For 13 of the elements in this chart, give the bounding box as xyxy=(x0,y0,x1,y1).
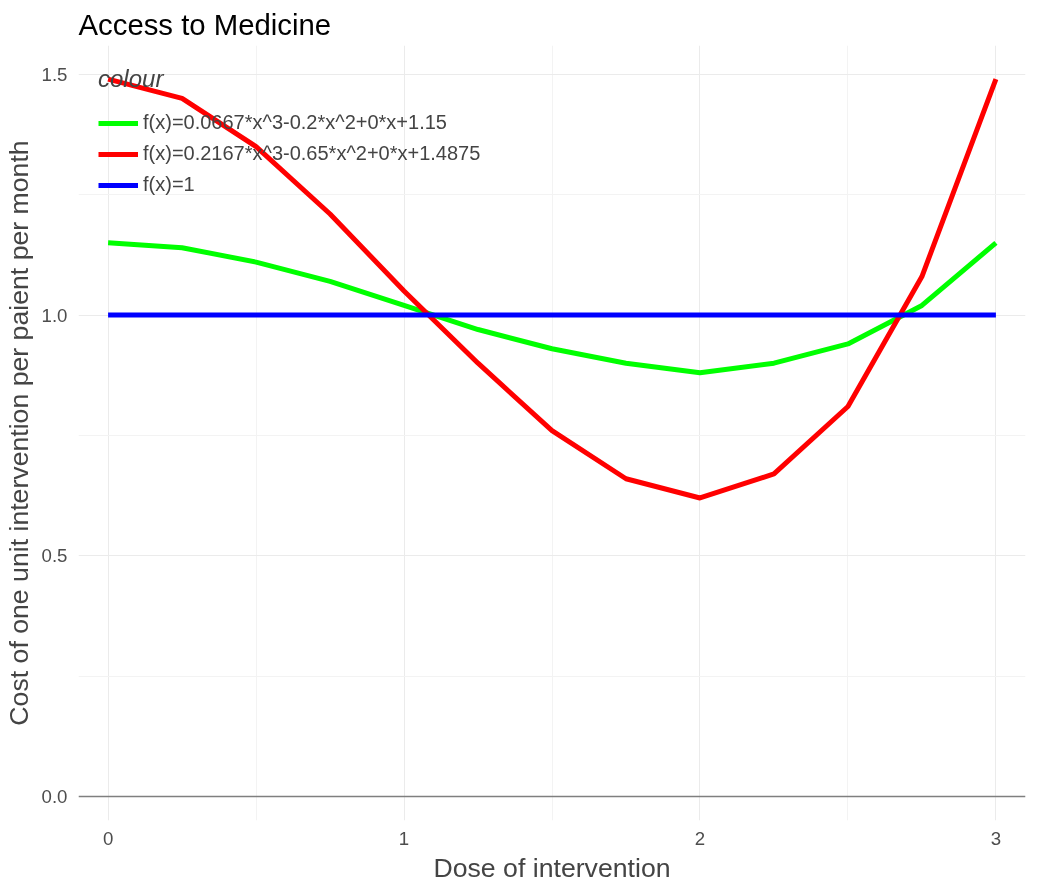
legend-title: colour xyxy=(98,65,166,93)
x-tick-label: 0 xyxy=(102,827,114,849)
chart-title: Access to Medicine xyxy=(78,7,332,41)
y-tick-label: 1.5 xyxy=(41,63,68,85)
x-axis-title: Dose of intervention xyxy=(433,852,671,883)
y-tick-label: 0.5 xyxy=(41,545,68,567)
x-tick-label: 1 xyxy=(398,827,410,849)
y-tick-label: 0.0 xyxy=(41,785,68,807)
x-tick-label: 2 xyxy=(694,827,706,849)
y-axis-title: Cost of one unit intervention per paient per month xyxy=(3,140,34,726)
x-tick-label: 3 xyxy=(990,827,1002,849)
legend-label: f(x)=1 xyxy=(143,173,195,196)
y-tick-label: 1.0 xyxy=(41,304,68,326)
